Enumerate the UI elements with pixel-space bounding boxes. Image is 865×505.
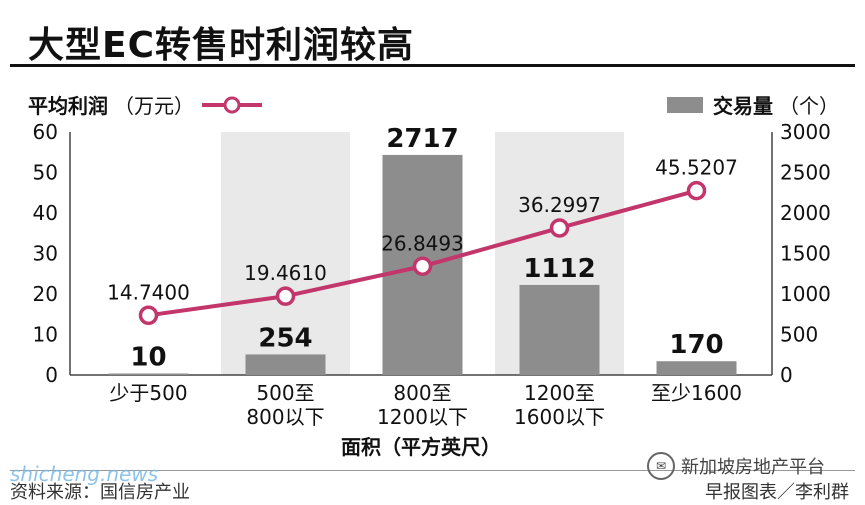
left-axis-tick: 30 <box>33 242 58 266</box>
category-label: 800以下 <box>246 405 324 429</box>
profit-point <box>549 218 570 238</box>
category-label: 800至 <box>393 381 451 405</box>
bar-value-label: 170 <box>669 330 723 360</box>
category-label: 1200至 <box>524 381 595 405</box>
credit-note: 早报图表／李利群 <box>705 482 849 503</box>
bar-value-label: 10 <box>130 343 166 373</box>
right-axis-tick: 3000 <box>780 120 831 144</box>
category-label: 1600以下 <box>514 405 605 429</box>
right-axis-tick: 2500 <box>780 161 831 185</box>
watermark: shicheng.news <box>10 462 159 486</box>
legend-profit: 平均利润 （万元） <box>28 90 264 119</box>
category-band <box>221 132 350 375</box>
legend-profit-unit: （万元） <box>114 94 194 118</box>
bar <box>519 284 600 375</box>
footer-divider <box>10 470 855 471</box>
legend-bar-icon <box>667 96 703 113</box>
bar-value-label: 2717 <box>386 124 458 154</box>
left-axis-tick: 20 <box>33 282 58 306</box>
bar <box>108 373 189 375</box>
profit-value-label: 19.4610 <box>244 261 327 285</box>
category-label: 500至 <box>256 381 314 405</box>
left-axis-tick: 60 <box>33 120 58 144</box>
profit-point <box>686 180 707 201</box>
title-divider <box>10 64 855 67</box>
left-axis-tick: 0 <box>45 363 58 387</box>
wechat-badge: ✉ 新加坡房地产平台 <box>647 452 825 480</box>
bar <box>245 354 326 375</box>
right-axis-tick: 0 <box>780 363 793 387</box>
right-axis-tick: 1500 <box>780 242 831 266</box>
profit-point <box>138 305 159 326</box>
chart-title: 大型EC转售时利润较高 <box>28 25 415 66</box>
wechat-icon: ✉ <box>647 452 675 480</box>
source-note: 资料来源：国信房产业 <box>10 482 190 503</box>
left-axis-tick: 40 <box>33 201 58 225</box>
profit-value-label: 45.5207 <box>655 156 738 180</box>
right-axis-tick: 1000 <box>780 282 831 306</box>
x-axis-title: 面积（平方英尺） <box>341 435 501 459</box>
bar-value-label: 1112 <box>523 254 595 284</box>
profit-value-label: 14.7400 <box>107 280 190 304</box>
legend-volume: 交易量 （个） <box>667 90 839 119</box>
profit-point <box>412 256 433 277</box>
legend-profit-label: 平均利润 <box>28 94 108 118</box>
right-axis-tick: 500 <box>780 323 818 347</box>
category-label: 少于500 <box>109 381 187 405</box>
legend-volume-label: 交易量 <box>713 94 773 118</box>
wechat-label: 新加坡房地产平台 <box>681 457 825 478</box>
legend-volume-unit: （个） <box>779 94 839 118</box>
category-label: 1200以下 <box>377 405 468 429</box>
profit-value-label: 26.8493 <box>381 231 464 255</box>
profit-value-label: 36.2997 <box>518 193 601 217</box>
bar <box>656 361 737 375</box>
right-axis-tick: 2000 <box>780 201 831 225</box>
left-axis-tick: 10 <box>33 323 58 347</box>
left-axis-tick: 50 <box>33 161 58 185</box>
category-label: 至少1600 <box>651 381 742 405</box>
bar-value-label: 254 <box>258 323 312 353</box>
profit-point <box>275 286 296 306</box>
legend-line-icon <box>202 96 262 113</box>
